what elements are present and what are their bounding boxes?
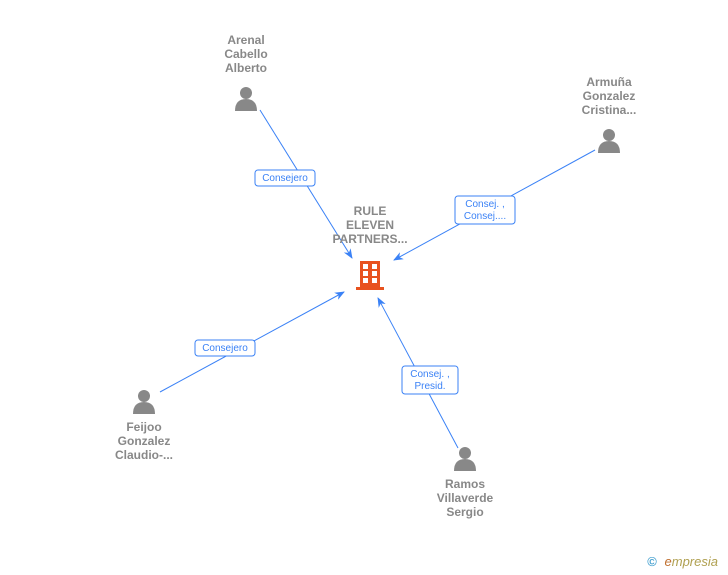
- svg-text:Consej....: Consej....: [464, 211, 506, 222]
- person-node-armuna[interactable]: [598, 129, 620, 153]
- footer-attribution: © empresia: [647, 554, 718, 569]
- svg-text:Presid.: Presid.: [414, 381, 445, 392]
- person-label-armuna: Cristina...: [582, 103, 637, 117]
- person-icon: [598, 129, 620, 153]
- company-label: ELEVEN: [346, 218, 394, 232]
- edge-label-ramos: Consej. ,Presid.: [402, 366, 458, 394]
- person-label-arenal: Arenal: [227, 33, 264, 47]
- person-label-ramos: Sergio: [446, 505, 483, 519]
- company-label: RULE: [354, 204, 387, 218]
- network-diagram: ArenalCabelloAlbertoArmuñaGonzalezCristi…: [0, 0, 728, 575]
- person-icon: [235, 87, 257, 111]
- building-icon: [356, 261, 384, 290]
- copyright-symbol: ©: [647, 554, 657, 569]
- person-label-arenal: Alberto: [225, 61, 267, 75]
- person-icon: [454, 447, 476, 471]
- person-node-arenal[interactable]: [235, 87, 257, 111]
- company-node[interactable]: [356, 261, 384, 290]
- person-label-feijoo: Feijoo: [126, 420, 161, 434]
- person-icon: [133, 390, 155, 414]
- svg-text:Consej. ,: Consej. ,: [410, 369, 449, 380]
- edge-label-armuna: Consej. ,Consej....: [455, 196, 515, 224]
- person-label-feijoo: Claudio-...: [115, 448, 173, 462]
- person-node-feijoo[interactable]: [133, 390, 155, 414]
- brand-name: empresia: [665, 554, 718, 569]
- person-node-ramos[interactable]: [454, 447, 476, 471]
- svg-text:Consejero: Consejero: [262, 173, 308, 184]
- person-label-arenal: Cabello: [224, 47, 267, 61]
- person-label-ramos: Villaverde: [437, 491, 494, 505]
- person-label-feijoo: Gonzalez: [118, 434, 171, 448]
- edge-label-feijoo: Consejero: [195, 340, 255, 356]
- svg-text:Consejero: Consejero: [202, 343, 248, 354]
- person-label-ramos: Ramos: [445, 477, 485, 491]
- person-label-armuna: Gonzalez: [583, 89, 636, 103]
- svg-text:Consej. ,: Consej. ,: [465, 199, 504, 210]
- person-label-armuna: Armuña: [586, 75, 632, 89]
- edge-label-arenal: Consejero: [255, 170, 315, 186]
- company-label: PARTNERS...: [332, 232, 407, 246]
